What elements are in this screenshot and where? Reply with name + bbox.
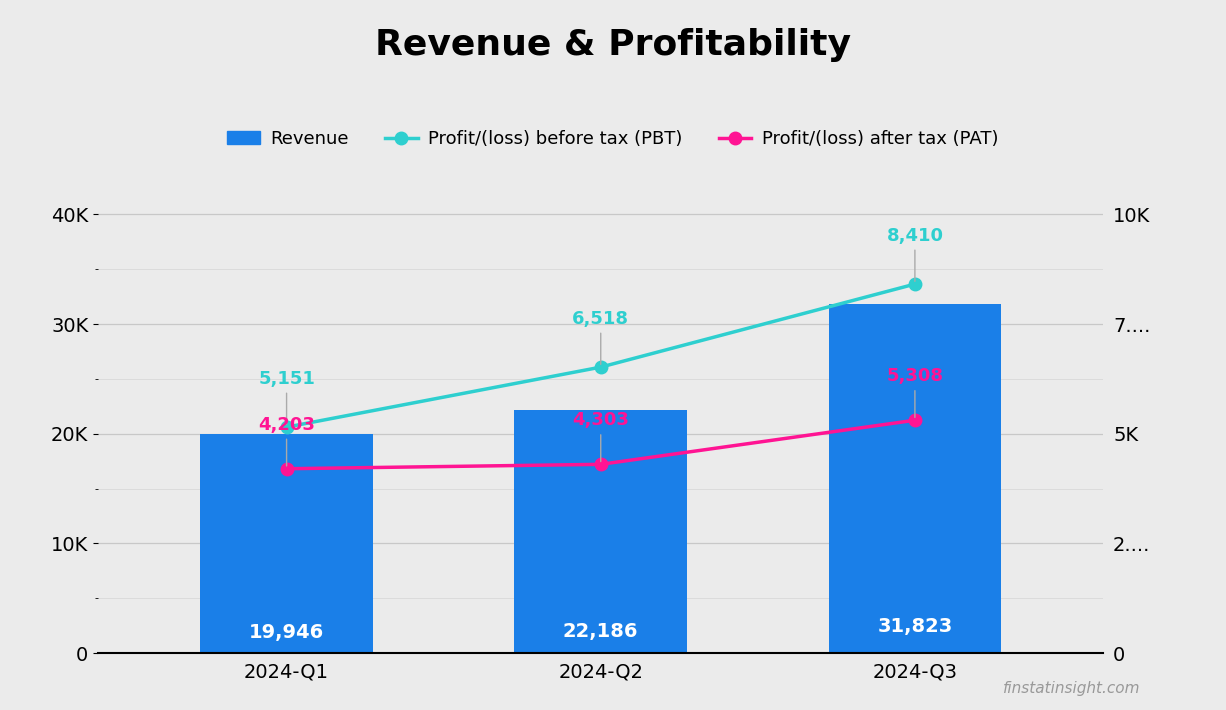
Text: 4,203: 4,203	[259, 415, 315, 466]
Text: 6,518: 6,518	[573, 310, 629, 364]
Text: Revenue & Profitability: Revenue & Profitability	[375, 28, 851, 62]
Text: 5,308: 5,308	[886, 367, 943, 417]
Text: 5,151: 5,151	[259, 370, 315, 425]
Text: 8,410: 8,410	[886, 226, 943, 281]
Text: 19,946: 19,946	[249, 623, 324, 643]
Text: finstatinsight.com: finstatinsight.com	[1003, 681, 1140, 696]
Text: 22,186: 22,186	[563, 622, 639, 641]
Legend: Revenue, Profit/(loss) before tax (PBT), Profit/(loss) after tax (PAT): Revenue, Profit/(loss) before tax (PBT),…	[219, 123, 1007, 155]
Bar	[200, 435, 373, 653]
Text: 31,823: 31,823	[878, 617, 953, 635]
Bar	[515, 410, 687, 653]
Text: 4,303: 4,303	[573, 411, 629, 462]
Bar	[829, 304, 1002, 653]
